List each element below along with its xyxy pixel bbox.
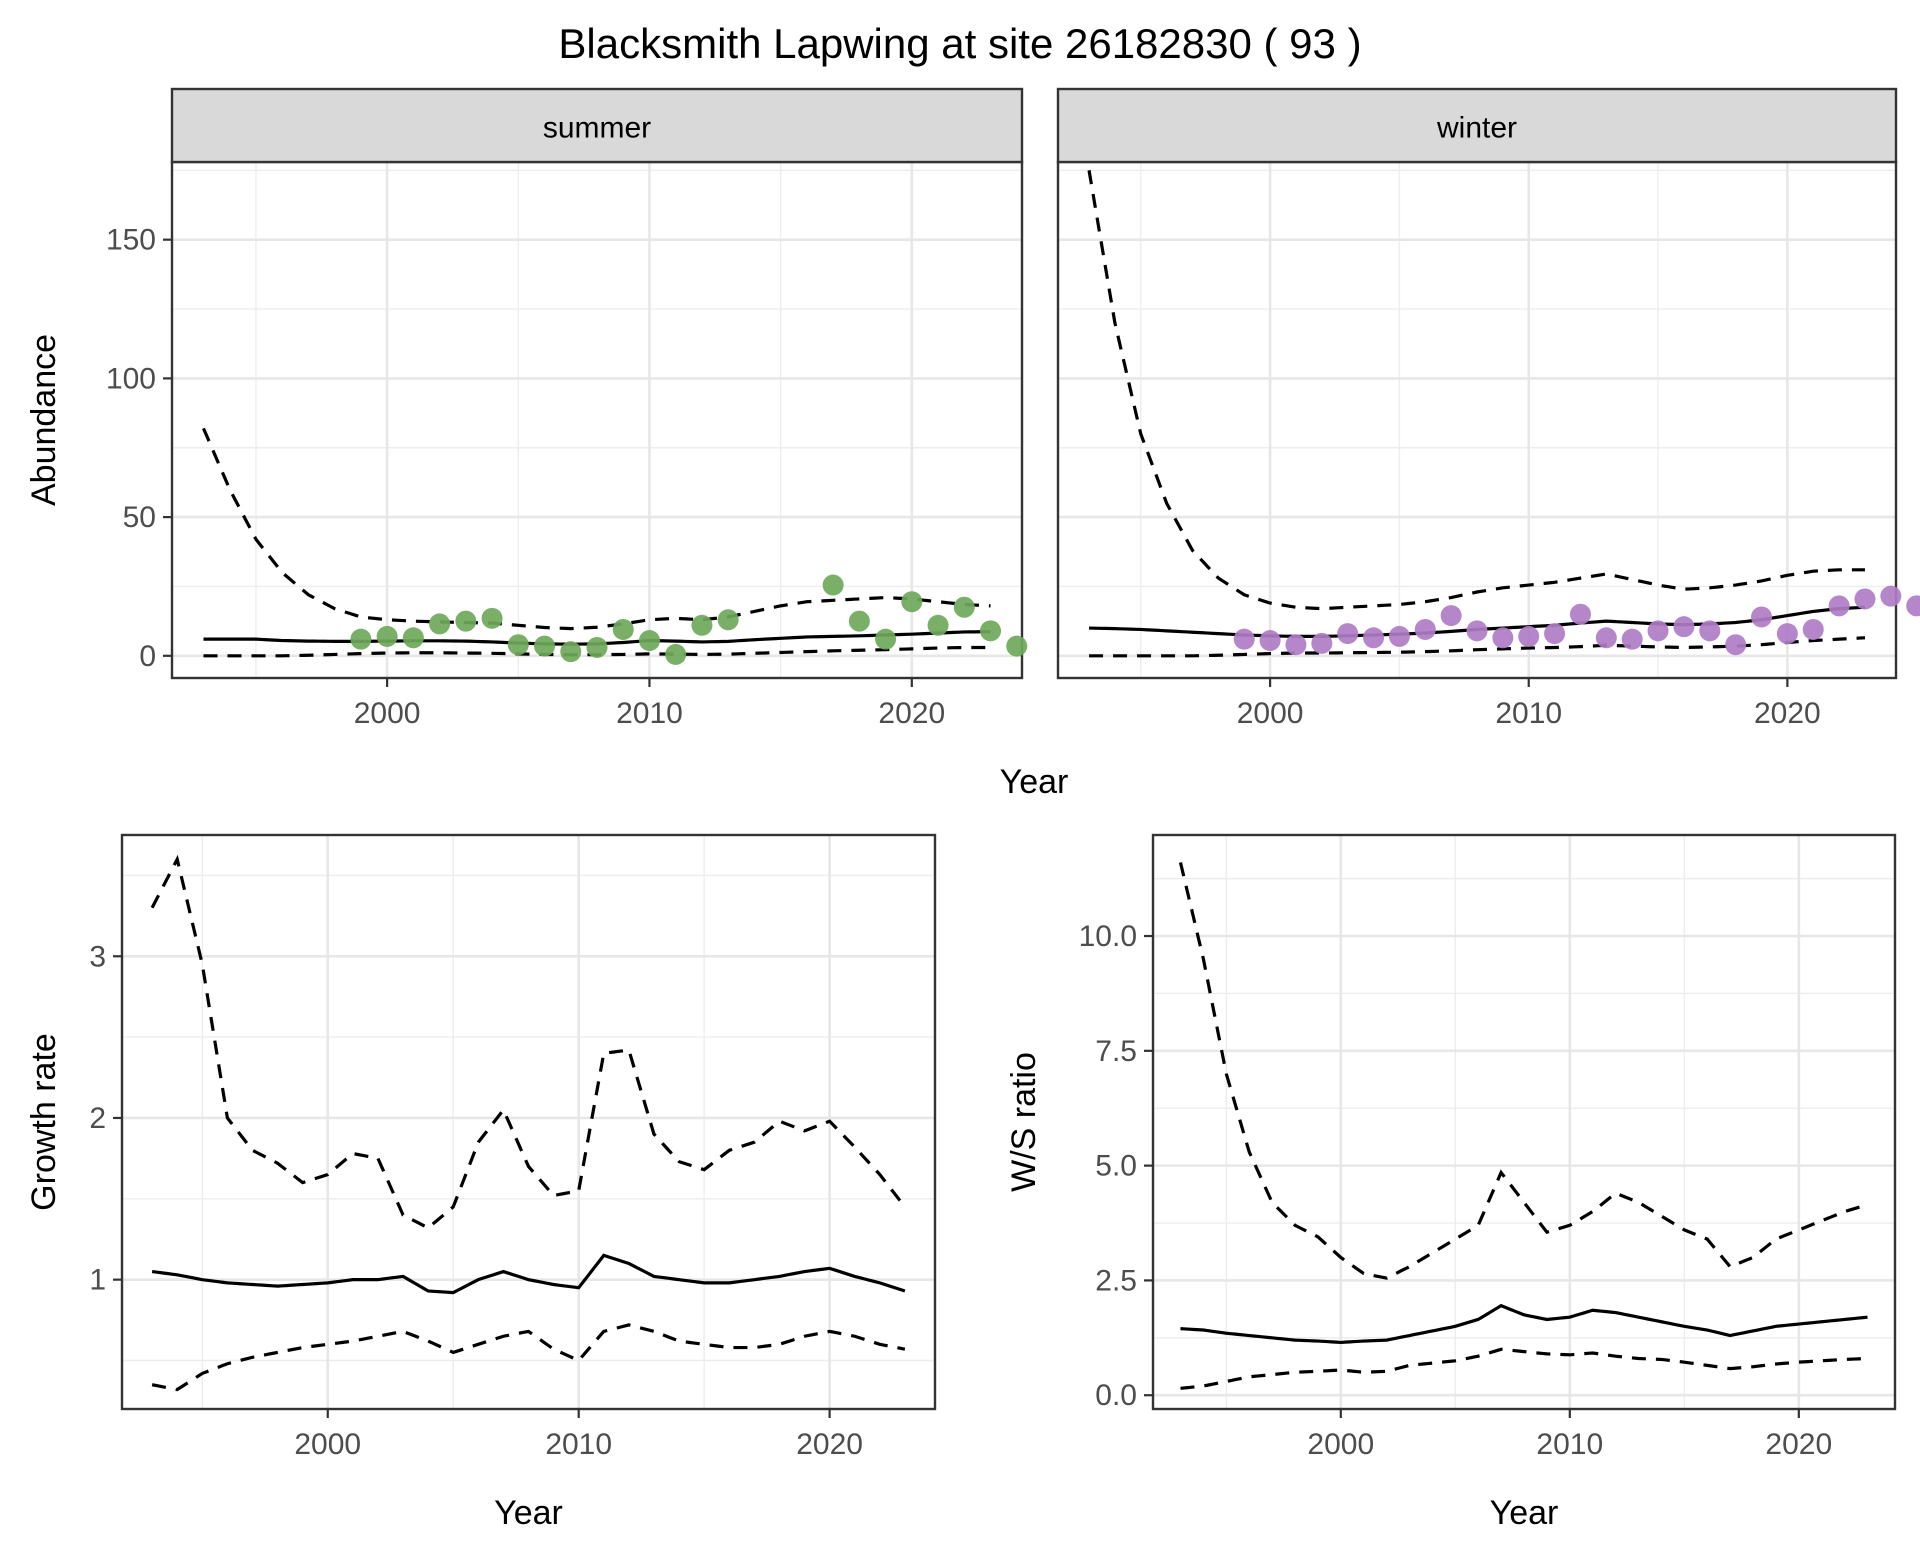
svg-text:5.0: 5.0 <box>1095 1150 1137 1183</box>
svg-text:2000: 2000 <box>354 697 421 730</box>
svg-text:50: 50 <box>123 501 156 534</box>
svg-text:150: 150 <box>106 224 156 257</box>
svg-text:0: 0 <box>139 640 156 673</box>
svg-text:0.0: 0.0 <box>1095 1379 1137 1412</box>
svg-text:10.0: 10.0 <box>1079 920 1137 953</box>
svg-text:2020: 2020 <box>1765 1428 1832 1461</box>
svg-text:winter: winter <box>1436 112 1517 145</box>
svg-text:Abundance: Abundance <box>25 334 63 506</box>
svg-text:2010: 2010 <box>616 697 683 730</box>
svg-text:Blacksmith Lapwing at site 261: Blacksmith Lapwing at site 26182830 ( 93… <box>558 20 1361 67</box>
svg-text:100: 100 <box>106 362 156 395</box>
svg-text:summer: summer <box>543 112 651 145</box>
svg-text:2020: 2020 <box>878 697 945 730</box>
svg-text:Year: Year <box>494 1494 563 1532</box>
svg-text:2: 2 <box>89 1102 106 1135</box>
svg-text:2000: 2000 <box>1307 1428 1374 1461</box>
svg-text:Year: Year <box>1000 763 1069 801</box>
svg-text:1: 1 <box>89 1264 106 1297</box>
svg-text:Year: Year <box>1490 1494 1559 1532</box>
svg-text:2010: 2010 <box>545 1428 612 1461</box>
svg-text:2000: 2000 <box>1237 697 1304 730</box>
svg-text:2020: 2020 <box>1754 697 1821 730</box>
svg-text:Growth rate: Growth rate <box>25 1033 63 1211</box>
svg-text:2010: 2010 <box>1536 1428 1603 1461</box>
svg-text:2020: 2020 <box>796 1428 863 1461</box>
svg-text:2000: 2000 <box>294 1428 361 1461</box>
svg-text:2.5: 2.5 <box>1095 1264 1137 1297</box>
svg-text:3: 3 <box>89 940 106 973</box>
svg-text:7.5: 7.5 <box>1095 1035 1137 1068</box>
svg-text:W/S ratio: W/S ratio <box>1005 1052 1043 1192</box>
svg-text:2010: 2010 <box>1495 697 1562 730</box>
